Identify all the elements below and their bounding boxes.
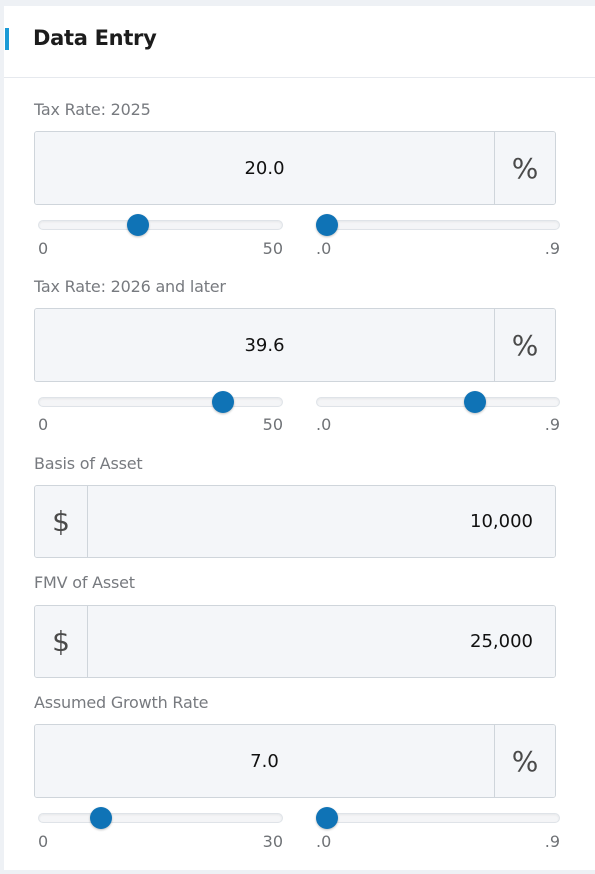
growth-whole-min: 0 xyxy=(38,832,49,851)
slider-track xyxy=(316,397,560,407)
tax-2025-label: Tax Rate: 2025 xyxy=(34,100,151,119)
slider-track xyxy=(38,220,283,230)
tax-2025-input[interactable]: 20.0 xyxy=(35,132,494,204)
tax-2026-whole-max: 50 xyxy=(262,415,283,434)
dollar-addon: $ xyxy=(35,606,88,677)
panel-header: Data Entry xyxy=(4,6,595,78)
basis-label: Basis of Asset xyxy=(34,454,143,473)
slider-track xyxy=(316,813,560,823)
growth-input-group: 7.0 % xyxy=(34,724,556,798)
basis-input-group: $ 10,000 xyxy=(34,485,556,558)
fmv-input-group: $ 25,000 xyxy=(34,605,556,678)
tax-2026-input-group: 39.6 % xyxy=(34,308,556,382)
growth-input[interactable]: 7.0 xyxy=(35,725,494,797)
growth-whole-slider[interactable] xyxy=(38,805,283,829)
slider-track xyxy=(38,813,283,823)
tax-2025-decimal-slider[interactable] xyxy=(316,212,560,236)
percent-addon: % xyxy=(494,132,555,204)
growth-label: Assumed Growth Rate xyxy=(34,693,209,712)
tax-2025-whole-max: 50 xyxy=(262,239,283,258)
growth-whole-max: 30 xyxy=(262,832,283,851)
panel-title: Data Entry xyxy=(33,26,157,50)
percent-addon: % xyxy=(494,309,555,381)
percent-addon: % xyxy=(494,725,555,797)
tax-2026-label: Tax Rate: 2026 and later xyxy=(34,277,226,296)
slider-thumb[interactable] xyxy=(90,807,113,829)
tax-2025-whole-min: 0 xyxy=(38,239,49,258)
slider-thumb[interactable] xyxy=(316,807,338,829)
tax-2025-input-group: 20.0 % xyxy=(34,131,556,205)
header-accent-bar xyxy=(5,28,9,50)
basis-input[interactable]: 10,000 xyxy=(88,486,555,557)
tax-2026-whole-slider[interactable] xyxy=(38,389,283,413)
tax-2026-decimal-slider[interactable] xyxy=(316,389,560,413)
tax-2026-decimal-min: .0 xyxy=(316,415,332,434)
growth-decimal-slider[interactable] xyxy=(316,805,560,829)
tax-2025-whole-slider[interactable] xyxy=(38,212,283,236)
slider-thumb[interactable] xyxy=(464,391,486,413)
tax-2026-input[interactable]: 39.6 xyxy=(35,309,494,381)
slider-thumb[interactable] xyxy=(316,214,338,236)
tax-2026-decimal-max: .9 xyxy=(544,415,560,434)
growth-decimal-min: .0 xyxy=(316,832,332,851)
slider-track xyxy=(316,220,560,230)
growth-decimal-max: .9 xyxy=(544,832,560,851)
tax-2026-whole-min: 0 xyxy=(38,415,49,434)
tax-2025-decimal-max: .9 xyxy=(544,239,560,258)
fmv-input[interactable]: 25,000 xyxy=(88,606,555,677)
tax-2025-decimal-min: .0 xyxy=(316,239,332,258)
slider-track xyxy=(38,397,283,407)
slider-thumb[interactable] xyxy=(211,391,234,413)
fmv-label: FMV of Asset xyxy=(34,573,135,592)
slider-thumb[interactable] xyxy=(127,214,150,236)
dollar-addon: $ xyxy=(35,486,88,557)
